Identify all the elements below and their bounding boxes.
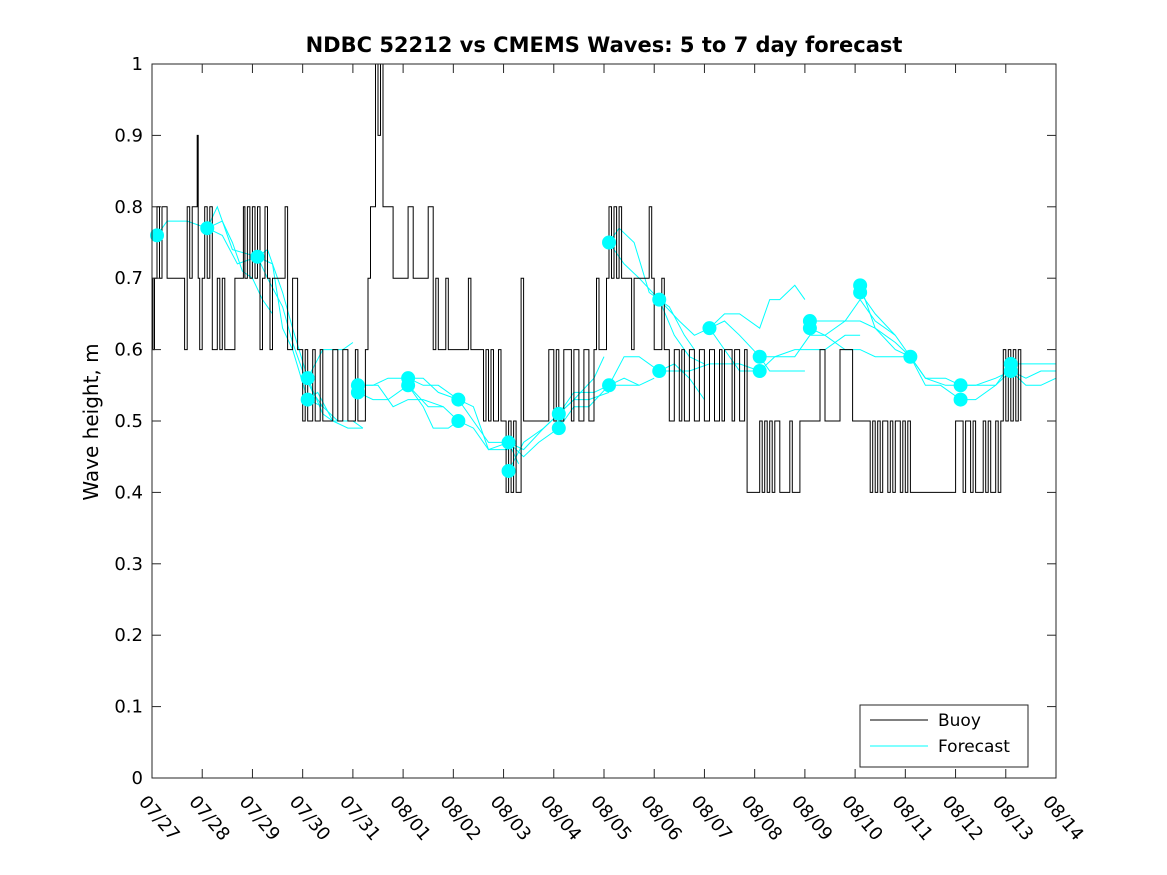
forecast-marker — [501, 463, 516, 478]
y-tick-label: 0 — [132, 768, 143, 789]
forecast-marker — [853, 285, 868, 300]
forecast-marker — [401, 378, 416, 393]
forecast-marker — [602, 235, 617, 250]
forecast-marker — [200, 221, 215, 236]
forecast-marker — [702, 321, 717, 336]
y-tick-label: 0.2 — [114, 625, 143, 646]
forecast-marker — [652, 364, 667, 379]
forecast-marker — [1003, 364, 1018, 379]
plot-area — [150, 63, 1057, 493]
buoy-line — [152, 63, 1022, 493]
forecast-marker — [602, 378, 617, 393]
forecast-marker — [652, 292, 667, 307]
legend-forecast-label: Forecast — [938, 737, 1010, 757]
y-tick-label: 0.5 — [114, 411, 143, 432]
forecast-line-22 — [709, 284, 806, 329]
forecast-marker — [300, 371, 315, 386]
y-tick-label: 0.8 — [114, 197, 143, 218]
forecast-marker — [150, 228, 165, 243]
legend: Buoy Forecast — [859, 704, 1029, 768]
forecast-marker — [903, 349, 918, 364]
forecast-line-0 — [156, 220, 273, 315]
forecast-marker — [250, 249, 265, 264]
forecast-marker — [752, 349, 767, 364]
forecast-line-26 — [809, 320, 911, 358]
y-tick-label: 0.9 — [114, 125, 143, 146]
forecast-marker — [953, 378, 968, 393]
forecast-marker — [451, 414, 466, 428]
forecast-line-7 — [357, 384, 459, 429]
y-tick-label: 0.6 — [114, 340, 143, 361]
forecast-marker — [501, 435, 516, 450]
forecast-marker — [802, 321, 817, 336]
forecast-marker — [451, 392, 466, 407]
forecast-marker — [551, 421, 566, 436]
forecast-line-25 — [809, 327, 911, 358]
forecast-marker — [350, 385, 365, 400]
y-tick-label: 0.1 — [114, 697, 143, 718]
y-tick-label: 0.7 — [114, 268, 143, 289]
y-axis: 0 0.1 0.2 0.3 0.4 0.5 0.6 0.7 0.8 0.9 1 — [114, 54, 1056, 789]
forecast-marker — [300, 392, 315, 407]
legend-box — [859, 704, 1029, 768]
forecast-marker — [953, 392, 968, 407]
y-tick-label: 0.4 — [114, 482, 143, 503]
forecast-marker — [551, 406, 566, 421]
chart-title: NDBC 52212 vs CMEMS Waves: 5 to 7 day fo… — [306, 33, 903, 57]
y-tick-label: 0.3 — [114, 554, 143, 575]
legend-buoy-label: Buoy — [938, 711, 981, 731]
y-tick-label: 1 — [132, 54, 143, 75]
y-axis-label: Wave height, m — [79, 343, 103, 500]
forecast-marker — [752, 364, 767, 379]
forecast-line-8 — [357, 384, 444, 408]
forecast-line-2 — [206, 227, 348, 422]
